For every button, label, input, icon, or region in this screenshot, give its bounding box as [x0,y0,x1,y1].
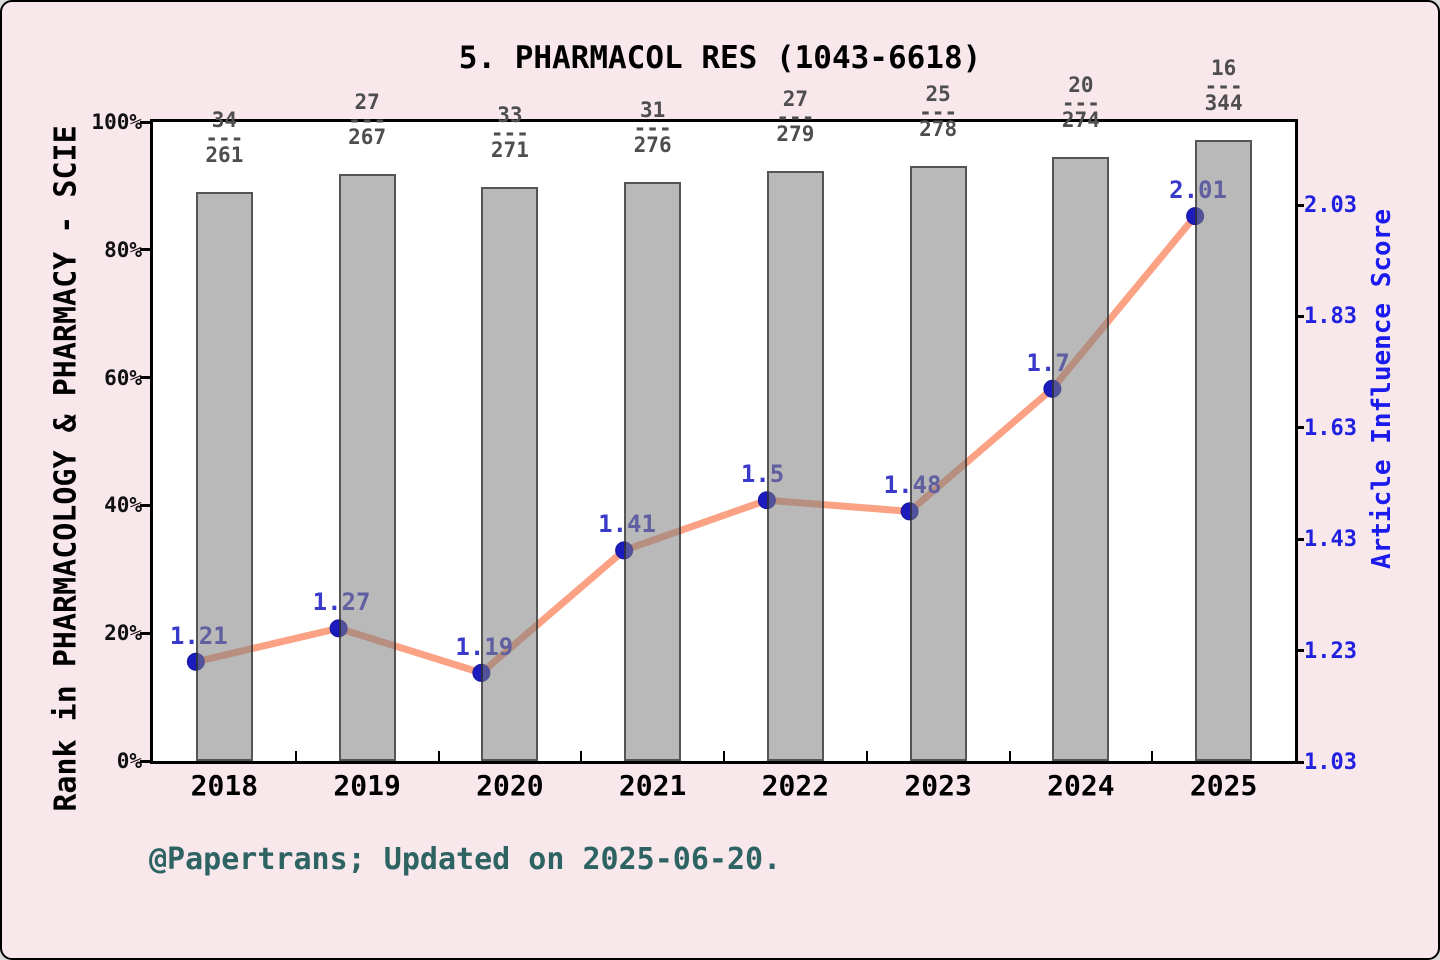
right-tick-mark [1295,537,1304,541]
bar-2021 [624,182,682,761]
right-tick-mark [1295,760,1304,764]
right-tick-mark [1295,426,1304,430]
left-tick-mark [140,120,153,124]
rank-numerator: 34 [211,107,238,132]
rank-denominator: 278 [919,117,958,142]
left-tick-mark [140,376,153,380]
x-minor-tick-mark [580,751,583,761]
watermark-text: @Papertrans; Updated on 2025-06-20. [149,842,782,877]
left-tick-label: 60% [104,365,142,390]
x-minor-tick-mark [865,751,868,761]
left-tick-label: 80% [104,237,142,262]
rank-denominator: 267 [348,124,387,149]
fraction-divider: --- [348,107,387,132]
right-tick-label: 1.23 [1304,638,1357,664]
rank-denominator: 271 [490,137,529,162]
rank-fraction-2018: 34 --- 261 [164,107,284,167]
right-tick-mark [1295,649,1304,653]
x-tick-label-2025: 2025 [1189,769,1258,802]
x-minor-tick-mark [723,751,725,761]
rank-denominator: 274 [1061,108,1100,133]
x-minor-tick-mark [294,751,297,761]
plot-area [150,119,1298,764]
left-tick-mark [140,503,153,507]
left-tick-mark [140,631,153,635]
x-tick-label-2023: 2023 [904,769,972,802]
x-tick-label-2020: 2020 [476,769,544,802]
bar-2020 [481,186,539,761]
right-tick-mark [1295,203,1304,207]
bar-2022 [766,170,824,761]
rank-numerator: 33 [497,102,523,127]
rank-fraction-2022: 27 --- 279 [735,86,855,146]
left-tick-mark [140,248,153,252]
right-tick-label: 1.63 [1304,415,1357,441]
fraction-divider: --- [919,100,958,125]
fraction-divider: --- [1204,73,1243,98]
bar-2025 [1195,139,1253,761]
rank-fraction-2024: 20 --- 274 [1021,74,1141,132]
left-tick-mark [140,759,153,763]
left-tick-label: 20% [104,621,142,646]
left-tick-label: 100% [91,110,142,134]
rank-fraction-2025: 16 --- 344 [1164,55,1284,115]
right-tick-mark [1295,314,1304,318]
rank-numerator: 16 [1210,55,1237,80]
rank-denominator: 344 [1204,90,1243,115]
x-tick-label-2018: 2018 [190,769,259,802]
x-tick-label-2019: 2019 [333,769,401,802]
right-tick-label: 2.03 [1304,193,1357,218]
rank-fraction-2023: 25 --- 278 [878,83,998,141]
bar-2023 [909,166,967,761]
rank-numerator: 20 [1068,73,1094,98]
fraction-divider: --- [776,104,815,129]
x-minor-tick-mark [1151,751,1154,761]
rank-numerator: 25 [925,82,951,107]
fraction-divider: --- [205,125,244,150]
x-tick-label-2021: 2021 [618,769,687,802]
right-tick-label: 1.83 [1304,304,1357,330]
left-tick-label: 40% [104,493,142,518]
rank-numerator: 27 [354,89,380,114]
right-axis-title: Article Influence Score [1367,208,1397,570]
left-tick-label: 0% [116,749,142,773]
rank-denominator: 261 [205,142,244,167]
x-minor-tick-mark [1008,751,1011,761]
fraction-divider: --- [633,116,672,141]
x-tick-label-2024: 2024 [1047,769,1115,802]
fraction-divider: --- [490,120,529,145]
rank-fraction-2019: 27 --- 267 [307,89,427,149]
chart-title: 5. PHARMACOL RES (1043-6618) [458,40,982,76]
bar-2018 [195,191,253,761]
right-tick-label: 1.43 [1304,527,1357,553]
rank-numerator: 27 [782,86,809,111]
rank-numerator: 31 [639,98,666,123]
rank-denominator: 279 [776,121,815,146]
right-tick-label: 1.03 [1304,750,1357,775]
x-tick-label-2022: 2022 [761,769,830,802]
bar-2024 [1052,157,1110,761]
fraction-divider: --- [1061,91,1100,116]
bar-2019 [338,173,396,761]
rank-fraction-2020: 33 --- 271 [450,102,570,162]
rank-denominator: 276 [633,133,672,158]
x-minor-tick-mark [437,751,440,761]
rank-fraction-2021: 31 --- 276 [593,99,713,157]
